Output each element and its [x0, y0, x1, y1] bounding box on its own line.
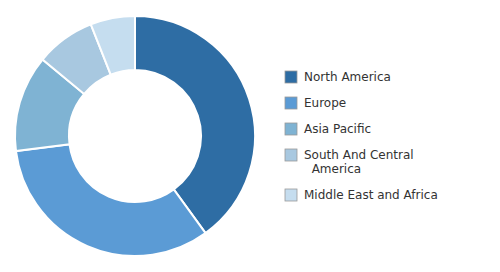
legend-swatch	[285, 97, 297, 109]
chart-container: North America Europe Asia Pacific South And…	[0, 0, 500, 272]
legend-label: Europe	[304, 96, 346, 110]
legend-label-line: Asia Pacific	[304, 122, 371, 136]
legend-swatch	[285, 149, 297, 161]
legend-label: Asia Pacific	[304, 122, 371, 136]
legend-label-line: South And Central	[304, 148, 414, 162]
chart-svg: North America Europe Asia Pacific South And…	[0, 0, 500, 272]
legend-label: South And Central America	[304, 148, 414, 176]
legend-label-line: Middle East and Africa	[304, 188, 438, 202]
page: {"chart_data": {"type": "donut", "catego…	[0, 0, 500, 272]
legend-swatch	[285, 123, 297, 135]
legend-label-line: Europe	[304, 96, 346, 110]
pie	[15, 16, 255, 256]
legend-swatch	[285, 189, 297, 201]
legend: North America Europe Asia Pacific South And…	[285, 70, 438, 202]
legend-label-line: North America	[304, 70, 391, 84]
wedge	[91, 16, 135, 75]
wedge	[16, 144, 206, 256]
legend-label-line: America	[304, 162, 361, 176]
legend-label: North America	[304, 70, 391, 84]
legend-label: Middle East and Africa	[304, 188, 438, 202]
legend-swatch	[285, 71, 297, 83]
